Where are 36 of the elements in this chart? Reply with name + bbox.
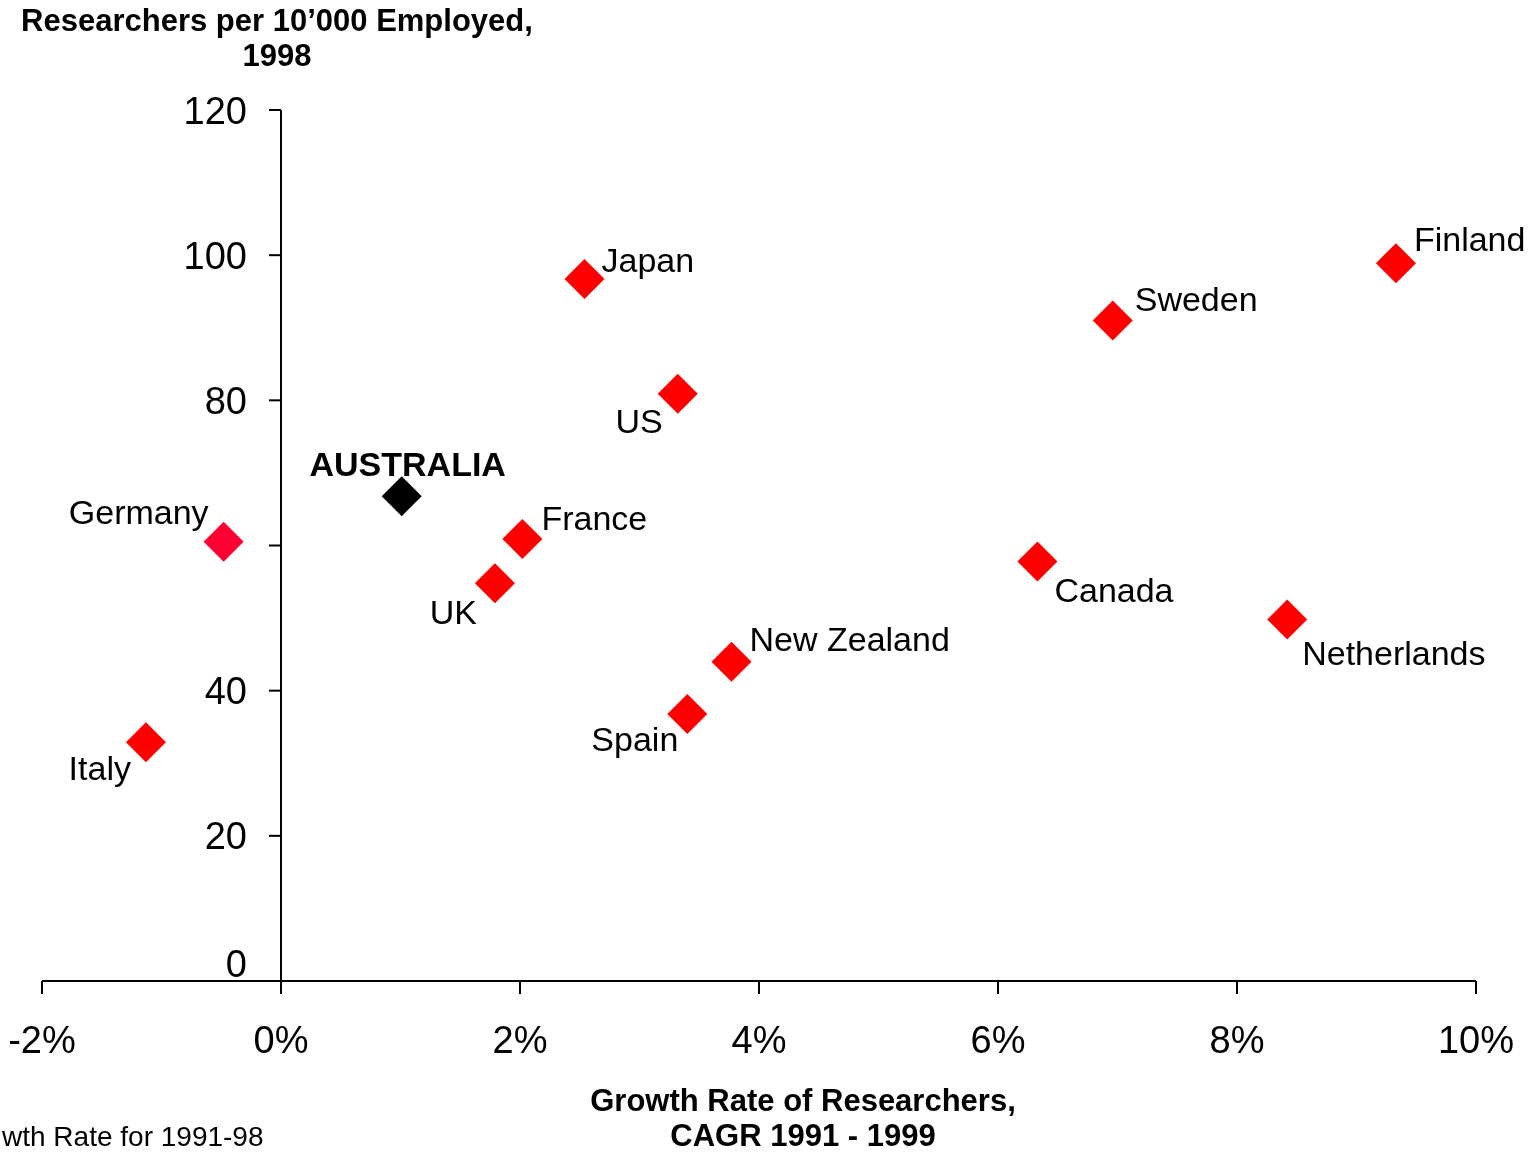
series-label: US (615, 401, 663, 440)
point (381, 476, 422, 517)
point (1375, 243, 1416, 284)
series-label: Sweden (1134, 280, 1258, 319)
series-label: Netherlands (1302, 633, 1486, 672)
x-tick-label: 0% (253, 1019, 309, 1061)
y-tick-label: 80 (204, 379, 247, 422)
point (502, 518, 543, 559)
y-tick-label: 100 (183, 234, 247, 277)
point (1092, 300, 1133, 341)
x-axis-title: Growth Rate of Researchers, CAGR 1991 - 1999 (589, 1083, 1017, 1152)
x-tick-label: -2% (8, 1019, 76, 1061)
series-label: Germany (68, 492, 209, 531)
series-label: Japan (601, 241, 695, 280)
x-tick-label: 10% (1437, 1019, 1515, 1061)
series-label: AUSTRALIA (309, 445, 506, 484)
point (1017, 541, 1058, 582)
x-tick-label: 8% (1209, 1019, 1265, 1061)
x-tick-label: 6% (970, 1019, 1026, 1061)
series-label: France (541, 498, 648, 537)
series-label: Italy (68, 749, 131, 788)
x-tick-label: 4% (731, 1019, 787, 1061)
y-tick-label: 40 (204, 670, 247, 713)
series-label: Spain (591, 719, 679, 758)
y-axis-title: Researchers per 10’000 Employed, 1998 (20, 3, 534, 73)
y-tick-label: 120 (183, 89, 247, 132)
x-tick-label: 2% (492, 1019, 548, 1061)
point (1267, 599, 1308, 640)
point (711, 641, 752, 682)
series-label: Canada (1054, 571, 1174, 610)
text: wth Rate for 1991-98 (2, 1121, 264, 1152)
y-tick-label: 20 (204, 815, 247, 858)
series-label: UK (429, 593, 478, 632)
series-label: New Zealand (749, 619, 950, 658)
series-label: Finland (1413, 220, 1526, 259)
y-tick-label: 0 (225, 943, 247, 985)
